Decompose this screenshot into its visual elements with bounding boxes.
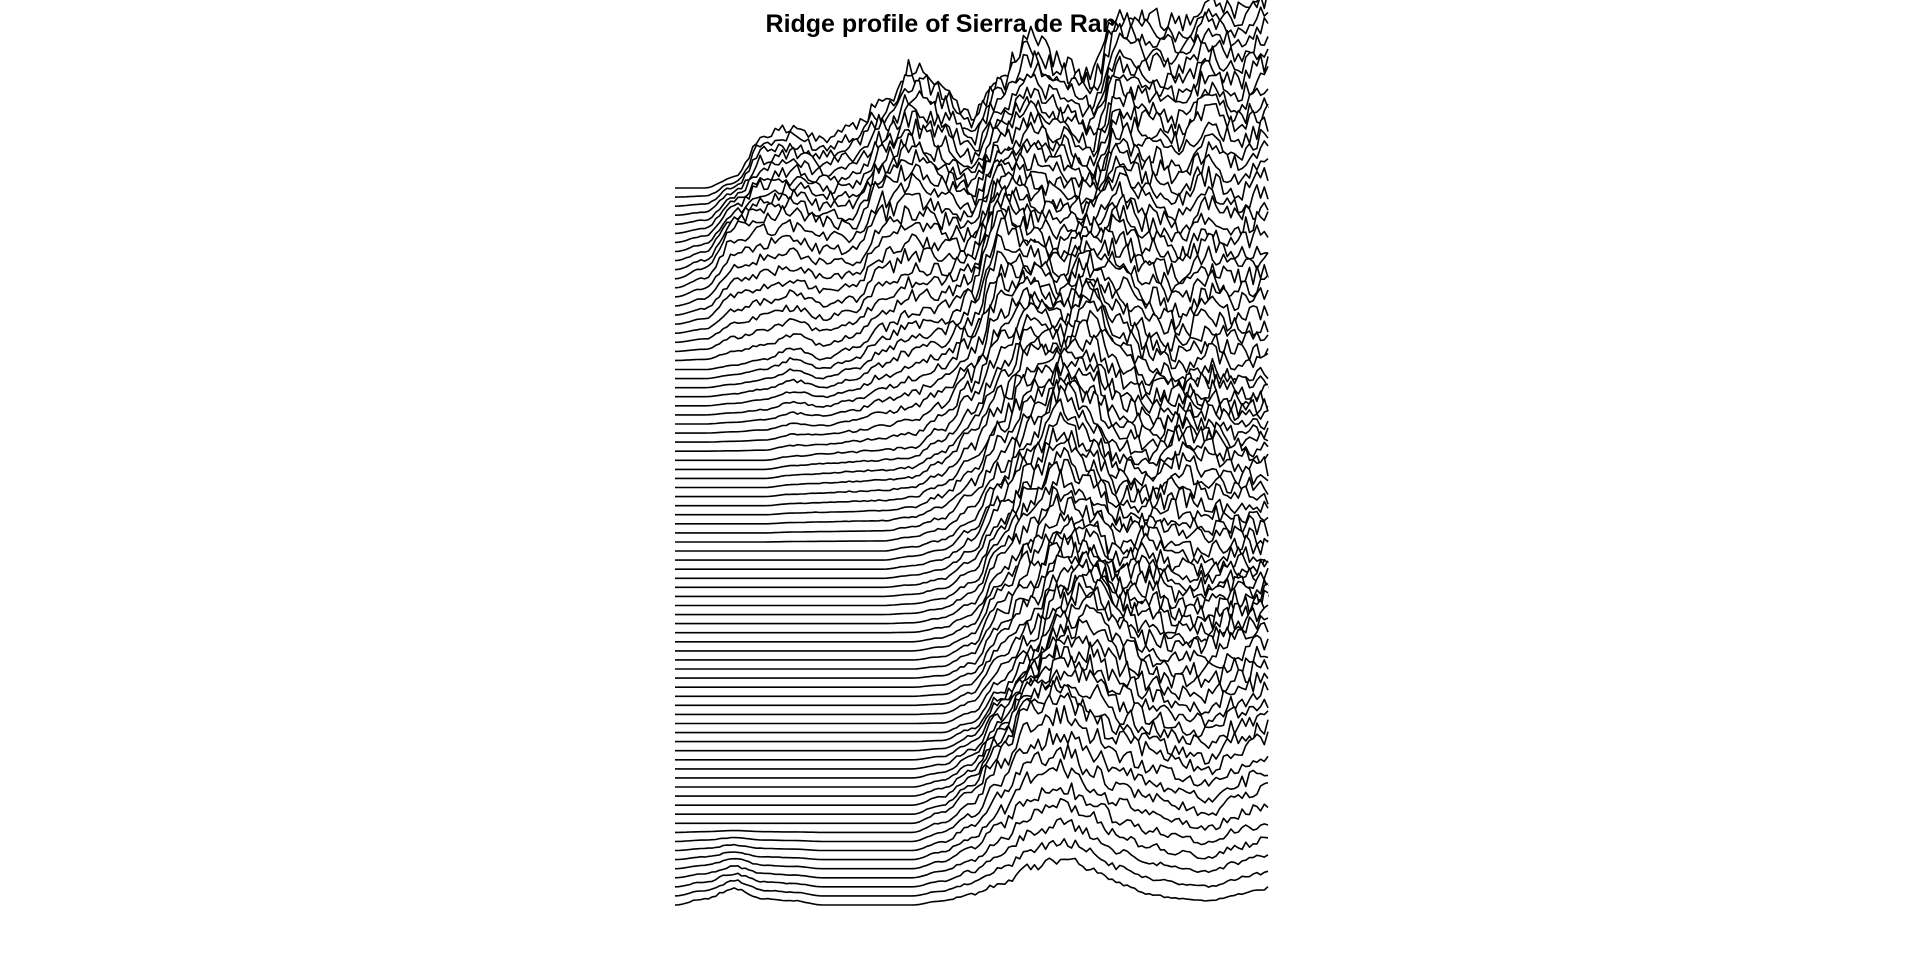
ridge-line-45: [675, 438, 1269, 589]
ridge-line-33: [675, 319, 1269, 480]
ridge-line-63: [675, 603, 1269, 752]
ridge-line-16: [674, 165, 1269, 325]
ridge-line-48: [675, 468, 1269, 616]
ridge-line-42: [675, 398, 1269, 561]
ridge-line-35: [675, 347, 1269, 498]
ridge-line-66: [675, 641, 1269, 779]
ridge-line-54: [675, 533, 1269, 670]
ridge-line-24: [675, 248, 1269, 398]
ridge-line-5: [674, 34, 1269, 226]
ridge-lines: [674, 0, 1269, 907]
ridge-line-46: [675, 446, 1269, 598]
ridge-line-75: [674, 758, 1269, 861]
ridge-line-65: [675, 634, 1269, 770]
ridge-line-38: [675, 365, 1269, 525]
ridge-line-29: [675, 279, 1269, 443]
ridge-line-60: [675, 575, 1269, 725]
ridge-line-13: [674, 128, 1269, 298]
ridge-line-51: [675, 512, 1269, 643]
ridge-line-74: [675, 743, 1269, 852]
ridge-line-31: [675, 300, 1269, 462]
ridge-line-72: [675, 705, 1269, 834]
ridge-line-62: [675, 591, 1269, 743]
ridge-line-14: [674, 140, 1269, 307]
ridge-line-2: [674, 0, 1267, 198]
ridge-line-52: [675, 516, 1269, 652]
ridge-line-59: [675, 569, 1269, 716]
ridge-line-43: [675, 411, 1269, 570]
ridge-line-9: [674, 81, 1269, 262]
ridge-line-73: [674, 727, 1269, 843]
ridge-line-18: [674, 181, 1269, 344]
ridge-line-7: [674, 54, 1269, 244]
ridge-line-11: [674, 102, 1269, 280]
chart-title: Ridge profile of Sierra de Ramon: [765, 10, 1155, 38]
ridge-line-30: [675, 287, 1269, 452]
ridge-line-47: [675, 458, 1269, 607]
ridge-line-79: [674, 838, 1269, 897]
ridge-line-22: [675, 217, 1269, 380]
ridge-line-19: [674, 192, 1269, 353]
ridge-line-68: [675, 667, 1269, 797]
ridge-line-39: [675, 377, 1269, 534]
ridge-line-61: [675, 582, 1269, 734]
ridge-line-41: [675, 384, 1269, 552]
ridge-line-3: [674, 6, 1269, 207]
ridge-fill-80: [675, 858, 1268, 907]
ridge-line-69: [675, 675, 1269, 806]
ridge-line-67: [675, 654, 1269, 788]
ridge-line-6: [674, 45, 1269, 235]
ridge-line-50: [675, 493, 1269, 634]
ridge-line-8: [674, 65, 1269, 253]
ridge-line-12: [674, 116, 1269, 289]
ridge-line-26: [675, 262, 1269, 416]
ridge-line-57: [675, 561, 1269, 698]
ridge-line-55: [675, 541, 1269, 679]
ridge-line-70: [675, 680, 1269, 815]
ridge-line-40: [675, 378, 1269, 543]
ridge-line-34: [675, 334, 1269, 489]
ridge-line-71: [675, 692, 1269, 825]
ridge-line-64: [675, 618, 1269, 761]
ridge-line-78: [674, 817, 1269, 888]
ridge-line-20: [675, 199, 1269, 362]
ridge-line-76: [674, 782, 1269, 870]
ridge-line-80: [674, 857, 1269, 906]
ridge-line-53: [675, 527, 1269, 661]
ridge-line-77: [674, 797, 1269, 879]
ridge-line-58: [675, 558, 1269, 707]
ridge-line-27: [675, 273, 1269, 425]
ridge-line-23: [675, 233, 1269, 389]
ridge-line-49: [675, 485, 1269, 625]
ridge-line-36: [675, 352, 1269, 507]
ridge-line-1: [675, 0, 1259, 189]
